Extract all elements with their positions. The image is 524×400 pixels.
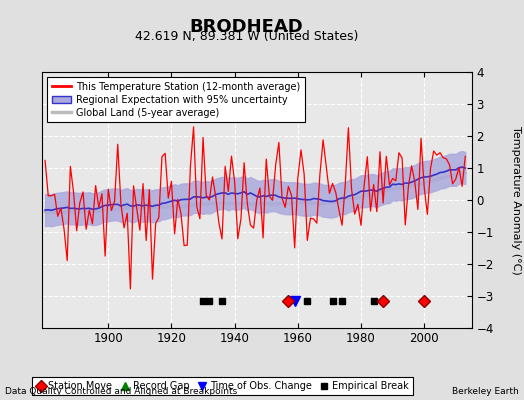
- Text: BRODHEAD: BRODHEAD: [189, 18, 303, 36]
- Text: Data Quality Controlled and Aligned at Breakpoints: Data Quality Controlled and Aligned at B…: [5, 387, 237, 396]
- Text: Berkeley Earth: Berkeley Earth: [452, 387, 519, 396]
- Y-axis label: Temperature Anomaly (°C): Temperature Anomaly (°C): [510, 126, 520, 274]
- Legend: Station Move, Record Gap, Time of Obs. Change, Empirical Break: Station Move, Record Gap, Time of Obs. C…: [32, 377, 413, 395]
- Text: 42.619 N, 89.381 W (United States): 42.619 N, 89.381 W (United States): [135, 30, 358, 43]
